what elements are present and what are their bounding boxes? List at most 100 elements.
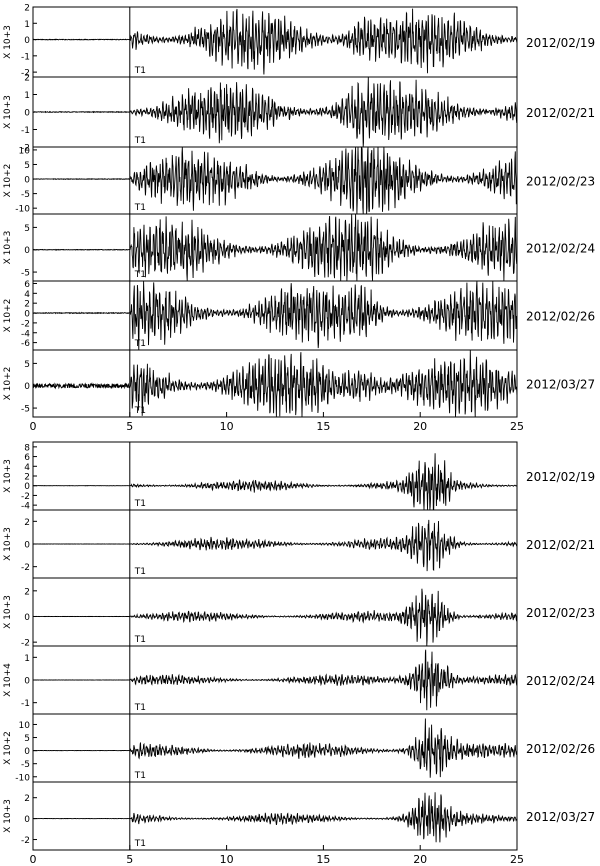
y-tick-label: -10 [15, 205, 30, 215]
x-tick-label: 25 [510, 420, 524, 433]
y-tick-label: 4 [24, 463, 30, 473]
x-tick-label: 20 [413, 420, 427, 433]
y-tick-label: 0 [24, 310, 30, 320]
y-scale-label: X 10+3 [3, 25, 13, 59]
waveform-trace [33, 519, 518, 572]
panel-date-label: 2012/02/24 [526, 242, 595, 256]
x-tick-label: 10 [220, 853, 234, 866]
y-tick-label: 6 [24, 280, 30, 290]
panel-frame [32, 6, 518, 78]
y-tick-label: -2 [21, 639, 30, 649]
x-tick-label: 0 [30, 420, 37, 433]
waveform-trace [32, 214, 518, 281]
y-tick-label: -10 [15, 773, 30, 783]
x-tick-label: 15 [316, 853, 330, 866]
y-tick-label: -2 [21, 836, 30, 846]
panel-date-label: 2012/02/19 [526, 36, 595, 50]
y-scale-label: X 10+3 [3, 595, 13, 629]
y-tick-label: 1 [24, 91, 30, 101]
t1-marker-label: T1 [134, 839, 146, 849]
t1-marker-label: T1 [134, 339, 146, 349]
y-tick-label: -1 [21, 52, 30, 62]
y-tick-label: 0 [24, 613, 30, 623]
t1-marker-label: T1 [134, 66, 146, 76]
y-scale-label: X 10+4 [3, 663, 13, 697]
waveform-trace [32, 77, 518, 147]
y-tick-label: 0 [24, 246, 30, 256]
waveform-trace [32, 453, 518, 510]
y-tick-label: 2 [24, 4, 30, 14]
x-tick-label: 15 [316, 420, 330, 433]
y-tick-label: -2 [21, 69, 30, 79]
t1-marker-label: T1 [134, 567, 146, 577]
panel-date-label: 2012/02/23 [526, 175, 595, 189]
x-tick-label: 25 [510, 853, 524, 866]
y-scale-label: X 10+2 [3, 367, 13, 401]
y-scale-label: X 10+2 [3, 164, 13, 198]
y-tick-label: 0 [24, 541, 30, 551]
t1-marker-label: T1 [134, 406, 146, 416]
t1-marker-label: T1 [134, 703, 146, 713]
y-tick-label: 0 [24, 747, 30, 757]
waveform-trace [32, 718, 518, 778]
y-tick-label: 1 [24, 20, 30, 30]
x-tick-label: 5 [126, 853, 133, 866]
waveform-trace [33, 792, 518, 843]
t1-marker-label: T1 [134, 499, 146, 509]
panel-date-label: 2012/02/26 [526, 310, 595, 324]
y-tick-label: 5 [24, 161, 30, 171]
y-tick-label: 10 [19, 146, 31, 156]
x-tick-label: 10 [220, 420, 234, 433]
y-tick-label: 2 [24, 74, 30, 84]
t1-marker-label: T1 [134, 771, 146, 781]
t1-marker-label: T1 [134, 203, 146, 213]
y-tick-label: 6 [24, 453, 30, 463]
y-scale-label: X 10+3 [3, 527, 13, 561]
t1-marker-label: T1 [134, 635, 146, 645]
y-tick-label: -5 [21, 760, 30, 770]
y-tick-label: 2 [24, 518, 30, 528]
waveform-trace [32, 147, 518, 214]
y-tick-label: 2 [24, 473, 30, 483]
y-tick-label: 0 [24, 677, 30, 687]
y-tick-label: 5 [24, 224, 30, 234]
waveform-trace [33, 649, 518, 711]
y-tick-label: 4 [24, 290, 30, 300]
panel-date-label: 2012/03/27 [526, 378, 595, 392]
panel-date-label: 2012/02/24 [526, 674, 595, 688]
y-tick-label: 5 [24, 734, 30, 744]
y-tick-label: -4 [21, 329, 30, 339]
x-tick-label: 20 [413, 853, 427, 866]
waveform-trace [32, 281, 518, 350]
y-scale-label: X 10+3 [3, 95, 13, 129]
waveform-trace [32, 588, 518, 646]
y-tick-label: 8 [24, 443, 30, 453]
y-tick-label: 0 [24, 382, 30, 392]
y-scale-label: X 10+2 [3, 299, 13, 333]
y-tick-label: 1 [24, 654, 30, 664]
y-tick-label: -6 [21, 339, 30, 349]
y-tick-label: 2 [24, 587, 30, 597]
panel-frame [32, 349, 518, 418]
y-tick-label: -1 [21, 699, 30, 709]
y-scale-label: X 10+3 [3, 799, 13, 833]
y-tick-label: 0 [24, 109, 30, 119]
y-tick-label: 2 [24, 300, 30, 310]
y-tick-label: 0 [24, 815, 30, 825]
panel-date-label: 2012/02/21 [526, 538, 595, 552]
y-scale-label: X 10+3 [3, 459, 13, 493]
y-scale-label: X 10+3 [3, 231, 13, 265]
y-tick-label: 5 [24, 360, 30, 370]
waveform-trace [32, 350, 518, 417]
y-tick-label: 2 [24, 794, 30, 804]
y-tick-label: -2 [21, 319, 30, 329]
x-tick-label: 5 [126, 420, 133, 433]
t1-marker-label: T1 [134, 270, 146, 280]
y-tick-label: -2 [21, 492, 30, 502]
y-tick-label: 0 [24, 176, 30, 186]
y-tick-label: -4 [21, 502, 30, 512]
panel-date-label: 2012/02/21 [526, 106, 595, 120]
panel-frame [32, 781, 518, 851]
y-tick-label: 10 [19, 721, 31, 731]
